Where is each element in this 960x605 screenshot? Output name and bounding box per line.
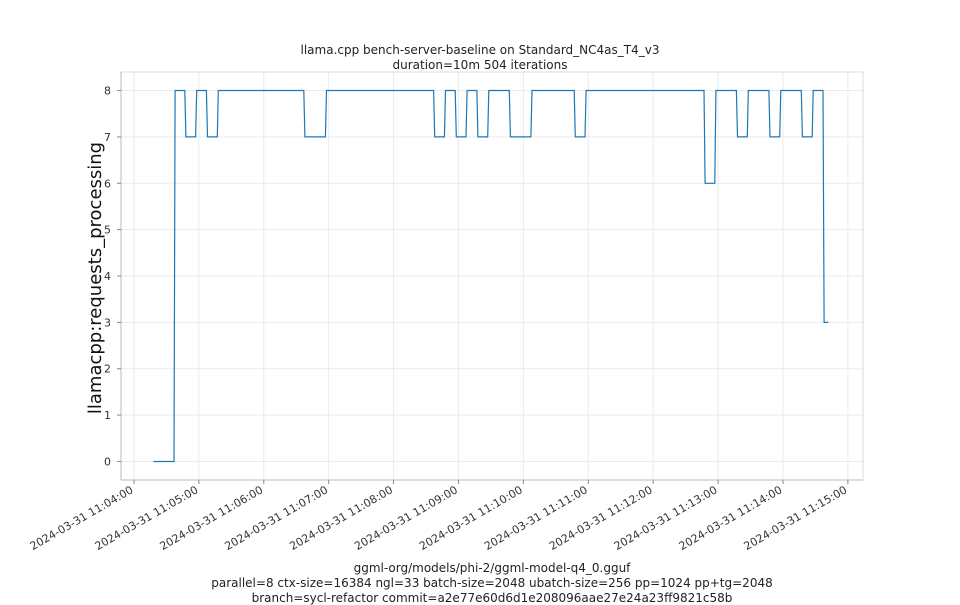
y-tick-label: 2 <box>104 363 111 376</box>
chart-subtitle: duration=10m 504 iterations <box>392 58 568 72</box>
x-tick-label: 2024-03-31 11:13:00 <box>612 483 720 553</box>
x-tick-label: 2024-03-31 11:15:00 <box>742 483 850 553</box>
y-axis-label: llamacpp:requests_processing <box>85 142 106 414</box>
x-tick-label: 2024-03-31 11:12:00 <box>547 483 655 553</box>
y-tick-label: 0 <box>104 455 111 468</box>
y-tick-label: 5 <box>104 224 111 237</box>
y-tick-label: 3 <box>104 316 111 329</box>
x-axis-label-branch: branch=sycl-refactor commit=a2e77e60d6d1… <box>251 591 733 605</box>
x-tick-label: 2024-03-31 11:04:00 <box>28 483 136 553</box>
series <box>153 89 829 463</box>
x-tick-label: 2024-03-31 11:09:00 <box>352 483 460 553</box>
y-tick-label: 4 <box>104 270 111 283</box>
y-tick-label: 8 <box>104 85 111 98</box>
x-tick-label: 2024-03-31 11:10:00 <box>417 483 525 553</box>
x-tick-label: 2024-03-31 11:05:00 <box>93 483 201 553</box>
x-axis-label-params: parallel=8 ctx-size=16384 ngl=33 batch-s… <box>211 576 773 590</box>
y-tick-label: 6 <box>104 177 111 190</box>
x-tick-label: 2024-03-31 11:06:00 <box>158 483 266 553</box>
series-line-0 <box>153 89 829 463</box>
y-tick-label: 1 <box>104 409 111 422</box>
y-tick-label: 7 <box>104 131 111 144</box>
x-tick-label: 2024-03-31 11:11:00 <box>482 483 590 553</box>
x-tick-label: 2024-03-31 11:14:00 <box>677 483 785 553</box>
x-tick-label: 2024-03-31 11:07:00 <box>222 483 330 553</box>
x-tick-label: 2024-03-31 11:08:00 <box>287 483 395 553</box>
chart-title: llama.cpp bench-server-baseline on Stand… <box>300 43 660 57</box>
grid <box>121 72 863 480</box>
x-axis-label-model: ggml-org/models/phi-2/ggml-model-q4_0.gg… <box>353 561 631 575</box>
